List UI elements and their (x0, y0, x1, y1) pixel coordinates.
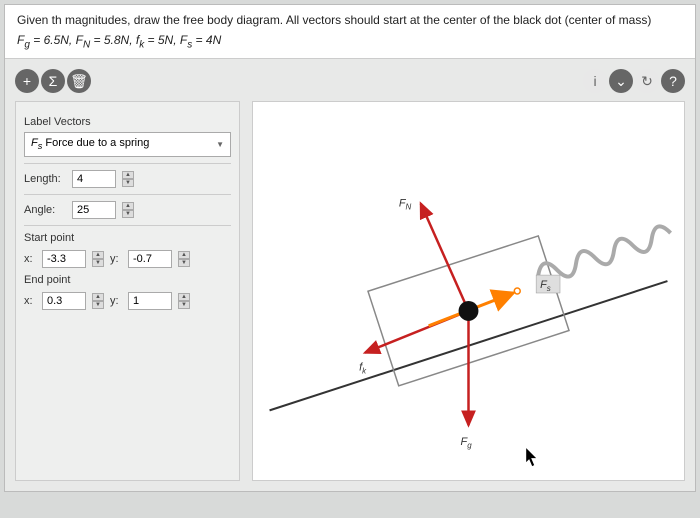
refresh-button[interactable]: ↻ (635, 69, 659, 93)
step-down-icon[interactable]: ▼ (122, 210, 134, 218)
step-up-icon[interactable]: ▲ (178, 293, 190, 301)
step-up-icon[interactable]: ▲ (92, 251, 104, 259)
step-down-icon[interactable]: ▼ (122, 179, 134, 187)
expand-button[interactable]: ⌄ (609, 69, 633, 93)
start-x-input[interactable] (42, 250, 86, 268)
length-input[interactable] (72, 170, 116, 188)
step-down-icon[interactable]: ▼ (178, 259, 190, 267)
vector-dropdown-value: Fs Force due to a spring (31, 137, 149, 151)
vector-FN[interactable] (421, 204, 469, 311)
prompt-area: Given th magnitudes, draw the free body … (5, 5, 695, 59)
start-point-row: x: ▲ ▼ y: ▲ ▼ (24, 250, 231, 268)
toolbar: + Σ 🗑 i ⌄ ↻ ? (15, 69, 685, 93)
prompt-formula: Fg = 6.5N, FN = 5.8N, fk = 5N, Fs = 4N (17, 33, 683, 50)
start-x-label: x: (24, 253, 36, 265)
end-y-stepper[interactable]: ▲ ▼ (178, 293, 190, 309)
length-row: Length: ▲ ▼ (24, 170, 231, 188)
length-stepper[interactable]: ▲ ▼ (122, 171, 134, 187)
angle-stepper[interactable]: ▲ ▼ (122, 202, 134, 218)
help-button[interactable]: ? (661, 69, 685, 93)
step-down-icon[interactable]: ▼ (178, 301, 190, 309)
vector-Fg-label: Fg (461, 437, 473, 451)
angle-row: Angle: ▲ ▼ (24, 201, 231, 219)
workspace: + Σ 🗑 i ⌄ ↻ ? Label Vectors Fs Force due… (5, 59, 695, 491)
step-up-icon[interactable]: ▲ (122, 202, 134, 210)
length-label: Length: (24, 173, 66, 185)
sum-button[interactable]: Σ (41, 69, 65, 93)
start-y-input[interactable] (128, 250, 172, 268)
step-up-icon[interactable]: ▲ (92, 293, 104, 301)
step-down-icon[interactable]: ▼ (92, 301, 104, 309)
diagram-svg: FN fk Fg Fs (253, 102, 684, 480)
angle-label: Angle: (24, 204, 66, 216)
delete-button[interactable]: 🗑 (67, 69, 91, 93)
divider (24, 163, 231, 164)
end-x-stepper[interactable]: ▲ ▼ (92, 293, 104, 309)
start-point-label: Start point (24, 232, 231, 244)
toolbar-left: + Σ 🗑 (15, 69, 91, 93)
add-vector-button[interactable]: + (15, 69, 39, 93)
controls-panel: Label Vectors Fs Force due to a spring ▼… (15, 101, 240, 481)
end-x-label: x: (24, 295, 36, 307)
end-point-row: x: ▲ ▼ y: ▲ ▼ (24, 292, 231, 310)
prompt-text: Given th magnitudes, draw the free body … (17, 13, 683, 27)
info-button[interactable]: i (583, 69, 607, 93)
start-y-label: y: (110, 253, 122, 265)
label-vectors-title: Label Vectors (24, 116, 231, 128)
angle-input[interactable] (72, 201, 116, 219)
main-area: Label Vectors Fs Force due to a spring ▼… (15, 101, 685, 481)
end-x-input[interactable] (42, 292, 86, 310)
toolbar-right: i ⌄ ↻ ? (583, 69, 685, 93)
step-up-icon[interactable]: ▲ (122, 171, 134, 179)
end-y-input[interactable] (128, 292, 172, 310)
end-point-label: End point (24, 274, 231, 286)
center-of-mass-dot[interactable] (459, 301, 479, 321)
cursor-icon (526, 449, 536, 467)
start-y-stepper[interactable]: ▲ ▼ (178, 251, 190, 267)
step-up-icon[interactable]: ▲ (178, 251, 190, 259)
vector-FN-label: FN (399, 198, 412, 212)
step-down-icon[interactable]: ▼ (92, 259, 104, 267)
vector-dropdown[interactable]: Fs Force due to a spring ▼ (24, 132, 231, 156)
vector-fk-label: fk (359, 362, 367, 376)
canvas-area[interactable]: FN fk Fg Fs (252, 101, 685, 481)
chevron-down-icon: ▼ (216, 140, 224, 149)
end-y-label: y: (110, 295, 122, 307)
divider (24, 225, 231, 226)
start-x-stepper[interactable]: ▲ ▼ (92, 251, 104, 267)
vector-Fs-endpoint[interactable] (514, 288, 520, 294)
divider (24, 194, 231, 195)
